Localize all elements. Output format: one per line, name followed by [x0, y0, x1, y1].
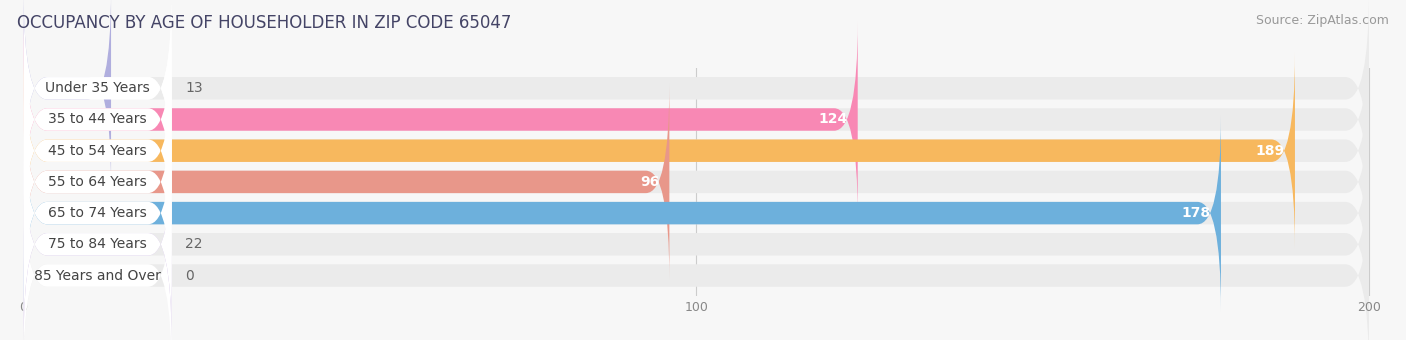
- Text: 35 to 44 Years: 35 to 44 Years: [48, 113, 146, 126]
- FancyBboxPatch shape: [24, 115, 1369, 311]
- Text: 45 to 54 Years: 45 to 54 Years: [48, 144, 146, 158]
- Text: 0: 0: [186, 269, 194, 283]
- FancyBboxPatch shape: [24, 21, 858, 218]
- FancyBboxPatch shape: [24, 177, 172, 340]
- Text: 65 to 74 Years: 65 to 74 Years: [48, 206, 148, 220]
- Text: 189: 189: [1256, 144, 1285, 158]
- FancyBboxPatch shape: [24, 21, 172, 218]
- FancyBboxPatch shape: [24, 84, 669, 280]
- Text: 124: 124: [818, 113, 848, 126]
- FancyBboxPatch shape: [24, 115, 1220, 311]
- FancyBboxPatch shape: [24, 115, 172, 311]
- Text: Source: ZipAtlas.com: Source: ZipAtlas.com: [1256, 14, 1389, 27]
- FancyBboxPatch shape: [24, 146, 172, 340]
- FancyBboxPatch shape: [24, 84, 172, 280]
- FancyBboxPatch shape: [24, 21, 1369, 218]
- FancyBboxPatch shape: [24, 84, 1369, 280]
- Text: 55 to 64 Years: 55 to 64 Years: [48, 175, 148, 189]
- Text: Under 35 Years: Under 35 Years: [45, 81, 150, 95]
- FancyBboxPatch shape: [24, 0, 172, 186]
- Text: 178: 178: [1182, 206, 1211, 220]
- FancyBboxPatch shape: [24, 146, 1369, 340]
- Text: 13: 13: [186, 81, 202, 95]
- FancyBboxPatch shape: [24, 84, 172, 280]
- FancyBboxPatch shape: [24, 0, 111, 186]
- FancyBboxPatch shape: [24, 177, 1369, 340]
- FancyBboxPatch shape: [24, 115, 172, 311]
- Text: 85 Years and Over: 85 Years and Over: [34, 269, 162, 283]
- FancyBboxPatch shape: [24, 146, 172, 340]
- FancyBboxPatch shape: [24, 0, 172, 186]
- Text: OCCUPANCY BY AGE OF HOUSEHOLDER IN ZIP CODE 65047: OCCUPANCY BY AGE OF HOUSEHOLDER IN ZIP C…: [17, 14, 512, 32]
- FancyBboxPatch shape: [24, 146, 172, 340]
- FancyBboxPatch shape: [24, 53, 1369, 249]
- FancyBboxPatch shape: [24, 21, 172, 218]
- Text: 75 to 84 Years: 75 to 84 Years: [48, 237, 148, 251]
- Text: 22: 22: [186, 237, 202, 251]
- FancyBboxPatch shape: [24, 0, 1369, 186]
- Text: 96: 96: [640, 175, 659, 189]
- FancyBboxPatch shape: [24, 53, 172, 249]
- FancyBboxPatch shape: [24, 53, 1295, 249]
- FancyBboxPatch shape: [24, 53, 172, 249]
